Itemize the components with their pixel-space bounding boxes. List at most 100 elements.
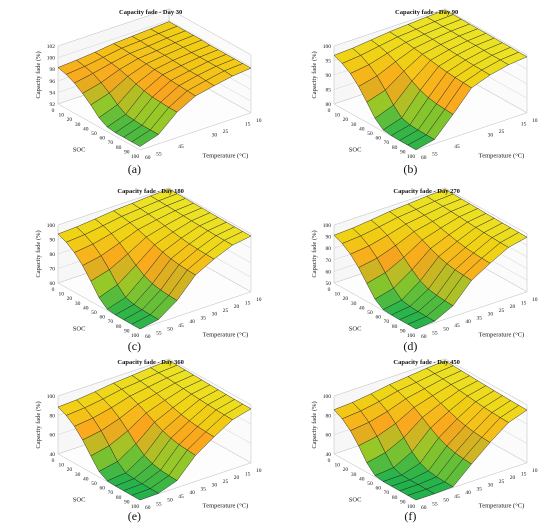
temperature-tick-label: 60 [421, 505, 427, 511]
soc-tick-label: 70 [108, 319, 114, 325]
temperature-tick-label: 40 [465, 319, 471, 325]
temperature-tick-label: 40 [189, 490, 195, 496]
chart-panel-5: 4060801000102030405060708090100101520253… [35, 358, 262, 523]
temperature-tick-label: 25 [499, 308, 505, 314]
temperature-tick-label: 40 [465, 490, 471, 496]
chart-title: Capacity fade - Day 360 [117, 359, 183, 366]
temperature-tick-label: 45 [454, 144, 460, 150]
temperature-tick-label: 55 [156, 330, 162, 336]
soc-tick-label: 60 [375, 315, 381, 321]
temperature-tick-label: 15 [521, 301, 527, 307]
z-tick-label: 50 [326, 281, 332, 287]
chart-panel-2: 8085909510001020304050607080901001015253… [311, 8, 538, 176]
soc-tick-label: 80 [116, 145, 122, 151]
soc-tick-label: 90 [124, 499, 130, 505]
soc-tick-label: 90 [400, 328, 406, 334]
z-tick-label: 96 [50, 79, 56, 85]
soc-tick-label: 90 [400, 499, 406, 505]
temperature-tick-label: 60 [145, 334, 151, 340]
soc-tick-label: 40 [359, 126, 365, 132]
temperature-axis-label: Temperature (°C) [479, 152, 525, 159]
soc-tick-label: 0 [52, 458, 55, 464]
temperature-tick-label: 25 [223, 479, 229, 485]
temperature-tick-label: 55 [432, 330, 438, 336]
soc-tick-label: 20 [67, 117, 73, 123]
z-gridline [57, 358, 252, 406]
temperature-tick-label: 40 [189, 319, 195, 325]
panel-label: (d) [403, 339, 417, 353]
temperature-tick-label: 15 [245, 122, 251, 128]
temperature-axis-label: Temperature (°C) [479, 502, 525, 509]
z-tick-label: 100 [47, 223, 56, 229]
soc-tick-label: 70 [384, 490, 390, 496]
temperature-tick-label: 45 [178, 494, 184, 500]
z-tick-label: 90 [326, 235, 332, 241]
z-tick-label: 92 [50, 102, 56, 108]
soc-tick-label: 0 [328, 108, 331, 114]
temperature-tick-label: 50 [443, 498, 449, 504]
z-tick-label: 40 [50, 452, 56, 458]
z-tick-label: 80 [326, 102, 332, 108]
soc-tick-label: 10 [334, 113, 340, 119]
soc-tick-label: 50 [91, 310, 97, 316]
panel-label: (b) [403, 162, 417, 176]
soc-tick-label: 80 [392, 145, 398, 151]
capacity-axis-label: Capacity fade (%) [311, 401, 318, 448]
temperature-tick-label: 30 [212, 312, 218, 318]
temperature-tick-label: 60 [145, 505, 151, 511]
z-tick-label: 100 [323, 44, 332, 50]
soc-tick-label: 90 [124, 149, 130, 155]
soc-tick-label: 10 [334, 463, 340, 469]
soc-tick-label: 50 [367, 131, 373, 137]
soc-tick-label: 40 [83, 476, 89, 482]
temperature-tick-label: 15 [521, 122, 527, 128]
soc-tick-label: 70 [108, 490, 114, 496]
temperature-tick-label: 35 [477, 315, 483, 321]
z-tick-label: 60 [50, 433, 56, 439]
z-tick-label: 90 [326, 73, 332, 79]
capacity-axis-label: Capacity fade (%) [35, 401, 42, 448]
z-tick-label: 98 [50, 67, 56, 73]
chart-panel-4: 5060708090100010203040506070809010010152… [311, 187, 538, 353]
temperature-tick-label: 20 [510, 475, 516, 481]
temperature-tick-label: 50 [167, 498, 173, 504]
soc-tick-label: 20 [343, 117, 349, 123]
soc-axis-label: SOC [349, 325, 362, 332]
soc-tick-label: 30 [351, 122, 357, 128]
surface-patch [407, 134, 435, 150]
panel-label: (c) [128, 339, 141, 353]
surface-patch [131, 129, 159, 147]
capacity-axis-label: Capacity fade (%) [35, 51, 42, 98]
temperature-tick-label: 10 [532, 118, 538, 124]
surface-patch [131, 488, 160, 501]
soc-axis-label: SOC [349, 146, 362, 153]
chart-title: Capacity fade - Day 270 [393, 188, 459, 195]
temperature-axis-label: Temperature (°C) [203, 502, 249, 509]
z-tick-label: 40 [326, 452, 332, 458]
temperature-tick-label: 10 [532, 297, 538, 303]
capacity-axis-label: Capacity fade (%) [311, 51, 318, 98]
soc-axis-label: SOC [73, 496, 86, 503]
temperature-tick-label: 45 [454, 494, 460, 500]
temperature-axis-label: Temperature (°C) [479, 331, 525, 338]
temperature-tick-label: 25 [223, 308, 229, 314]
soc-tick-label: 100 [407, 504, 416, 510]
soc-tick-label: 10 [58, 463, 64, 469]
soc-tick-label: 50 [91, 131, 97, 137]
temperature-tick-label: 55 [432, 501, 438, 507]
soc-tick-label: 0 [328, 287, 331, 293]
z-gridline [57, 8, 252, 56]
soc-tick-label: 40 [359, 305, 365, 311]
z-tick-label: 80 [50, 413, 56, 419]
soc-tick-label: 40 [359, 476, 365, 482]
soc-tick-label: 50 [91, 481, 97, 487]
temperature-tick-label: 55 [156, 501, 162, 507]
panel-label: (a) [128, 162, 141, 176]
temperature-tick-label: 30 [488, 483, 494, 489]
chart-title: Capacity fade - Day 90 [395, 9, 458, 16]
capacity-axis-label: Capacity fade (%) [311, 230, 318, 277]
panel-label: (e) [128, 509, 141, 523]
surface-patch [407, 316, 436, 330]
soc-tick-label: 100 [131, 504, 140, 510]
